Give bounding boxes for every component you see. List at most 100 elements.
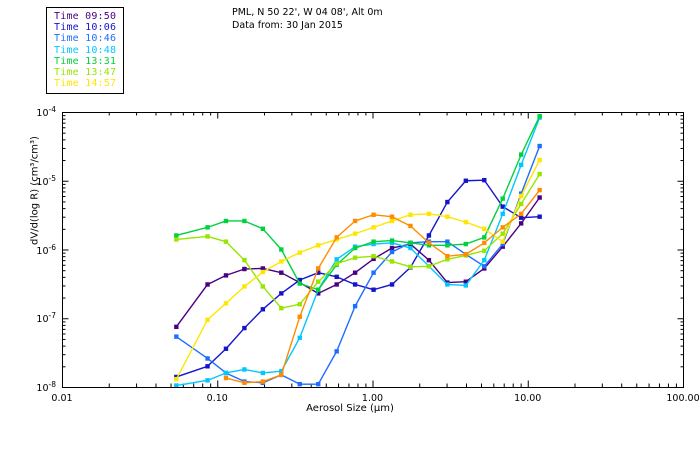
x-tick-label: 100.00 (666, 393, 700, 404)
series-marker (279, 291, 284, 296)
series-marker (408, 212, 413, 217)
series-marker (482, 248, 487, 253)
series-marker (371, 253, 376, 259)
series-marker (463, 252, 469, 257)
series-marker (174, 334, 179, 339)
series-line (175, 179, 541, 378)
series-marker (242, 380, 247, 386)
series-marker (518, 152, 524, 157)
series-marker (445, 214, 450, 219)
series-marker (334, 274, 339, 280)
series-marker (205, 234, 210, 239)
series-marker (408, 223, 413, 229)
series-marker (334, 261, 339, 266)
series-marker (352, 231, 358, 236)
series-marker (260, 266, 266, 271)
series-marker (352, 255, 358, 260)
series-marker (352, 303, 358, 309)
series-marker (500, 231, 505, 236)
x-tick-label: 0.10 (206, 393, 228, 404)
series-marker (242, 325, 247, 331)
series-marker (223, 346, 229, 351)
series-marker (426, 243, 432, 248)
series-marker (463, 178, 469, 183)
legend-label-3: Time 10:48 (54, 44, 117, 56)
y-tick-label: 10-4 (36, 104, 56, 120)
series-marker (242, 284, 247, 289)
series-marker (205, 317, 210, 322)
series-marker (371, 256, 376, 262)
series-marker (223, 375, 229, 381)
legend-label-5: Time 13:47 (54, 66, 117, 78)
data-series-group (174, 113, 542, 387)
series-marker (500, 225, 505, 230)
legend-item-2: Time 10:46 (54, 33, 116, 44)
legend-item-3: Time 10:48 (54, 45, 116, 56)
series-marker (445, 282, 450, 287)
series-marker (389, 240, 395, 246)
x-tick-label: 0.01 (51, 393, 73, 404)
series-marker (297, 381, 302, 387)
series-marker (482, 226, 487, 231)
legend-box: Time 09:50 Time 10:06 Time 10:46 Time 10… (46, 7, 125, 95)
series-marker (518, 215, 524, 220)
series-marker (537, 214, 542, 219)
series-marker (279, 372, 284, 378)
series-marker (205, 364, 210, 369)
series-marker (463, 279, 469, 284)
legend-item-0: Time 09:50 (54, 11, 116, 22)
series-marker (205, 282, 210, 287)
series-marker (463, 241, 469, 247)
series-marker (279, 259, 284, 264)
series-marker (445, 257, 450, 262)
series-marker (223, 301, 229, 306)
series-line (175, 173, 541, 309)
series-marker (482, 240, 487, 246)
series-marker (352, 245, 358, 251)
legend-item-6: Time 14:57 (54, 78, 116, 89)
series-marker (205, 378, 210, 383)
series-line (175, 196, 541, 328)
series-marker (260, 226, 266, 231)
series-marker (352, 270, 358, 275)
series-marker (426, 264, 432, 269)
series-marker (389, 259, 395, 264)
series-marker (371, 239, 376, 244)
series-marker (537, 195, 542, 200)
legend-label-2: Time 10:46 (54, 33, 117, 45)
series-marker (445, 253, 450, 259)
series-marker (352, 218, 358, 224)
series-marker (316, 287, 321, 292)
series-line (225, 189, 541, 384)
series-marker (316, 279, 321, 284)
series-marker (500, 196, 505, 201)
series-marker (205, 356, 210, 361)
series-marker (174, 374, 179, 380)
legend-item-1: Time 10:06 (54, 22, 116, 33)
series-marker (297, 277, 302, 283)
series-marker (223, 370, 229, 376)
series-marker (279, 270, 284, 275)
series-marker (463, 283, 469, 288)
series-marker (389, 282, 395, 287)
series-1 (174, 177, 542, 380)
series-marker (389, 214, 395, 219)
series-marker (316, 266, 321, 271)
series-marker (537, 113, 542, 119)
series-marker (174, 324, 179, 330)
series-marker (463, 219, 469, 225)
series-marker (500, 211, 505, 217)
series-marker (408, 240, 413, 246)
series-marker (242, 266, 247, 272)
series-marker (297, 302, 302, 307)
legend-item-5: Time 13:47 (54, 67, 116, 78)
series-marker (371, 287, 376, 292)
series-marker (174, 383, 179, 387)
series-marker (408, 264, 413, 270)
series-marker (174, 376, 179, 382)
series-marker (518, 201, 524, 207)
series-marker (371, 241, 376, 247)
series-marker (242, 218, 247, 224)
series-marker (518, 211, 524, 217)
